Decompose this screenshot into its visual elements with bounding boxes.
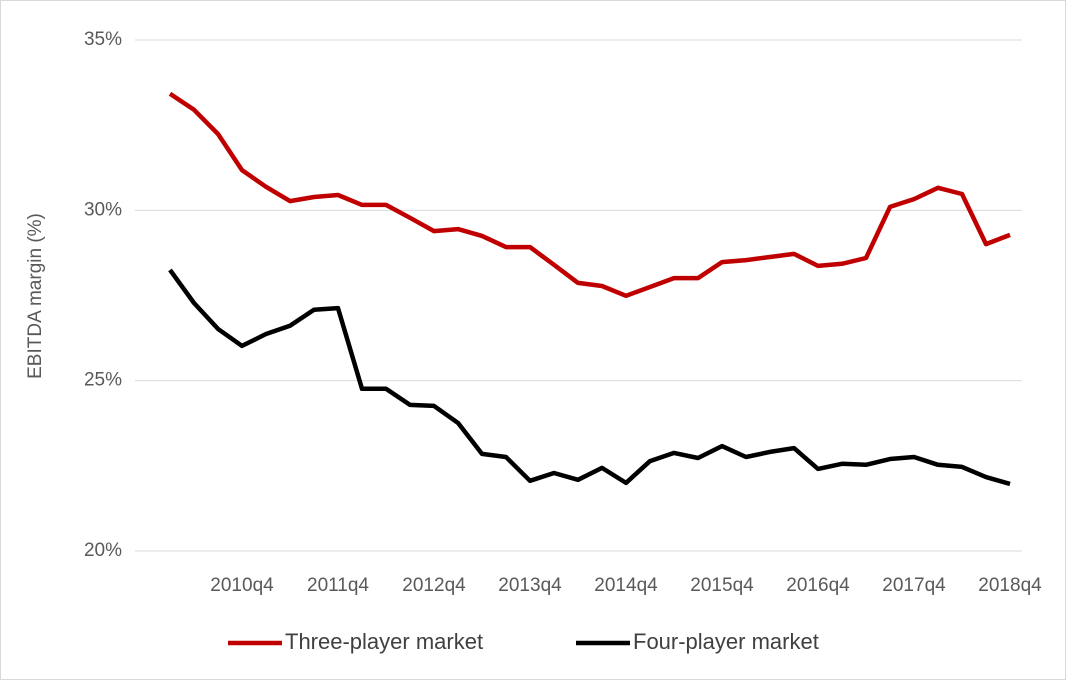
legend-label: Four-player market	[633, 629, 819, 654]
x-tick-label: 2011q4	[307, 575, 369, 596]
x-tick-label: 2015q4	[690, 575, 754, 596]
y-axis-title: EBITDA margin (%)	[25, 213, 46, 379]
y-tick-label: 20%	[84, 540, 122, 561]
x-tick-label: 2012q4	[402, 575, 466, 596]
x-tick-label: 2013q4	[498, 575, 562, 596]
legend: Three-player market Four-player market	[228, 629, 819, 654]
y-tick-label: 30%	[84, 199, 122, 220]
x-tick-label: 2018q4	[978, 575, 1042, 596]
x-tick-label: 2010q4	[210, 575, 274, 596]
x-tick-label: 2016q4	[786, 575, 850, 596]
x-tick-label: 2017q4	[882, 575, 946, 596]
x-tick-label: 2014q4	[594, 575, 658, 596]
line-series	[168, 91, 1011, 299]
line-series	[168, 268, 1011, 487]
y-tick-label: 25%	[84, 370, 122, 391]
y-tick-label: 35%	[84, 29, 122, 50]
legend-label: Three-player market	[285, 629, 483, 654]
